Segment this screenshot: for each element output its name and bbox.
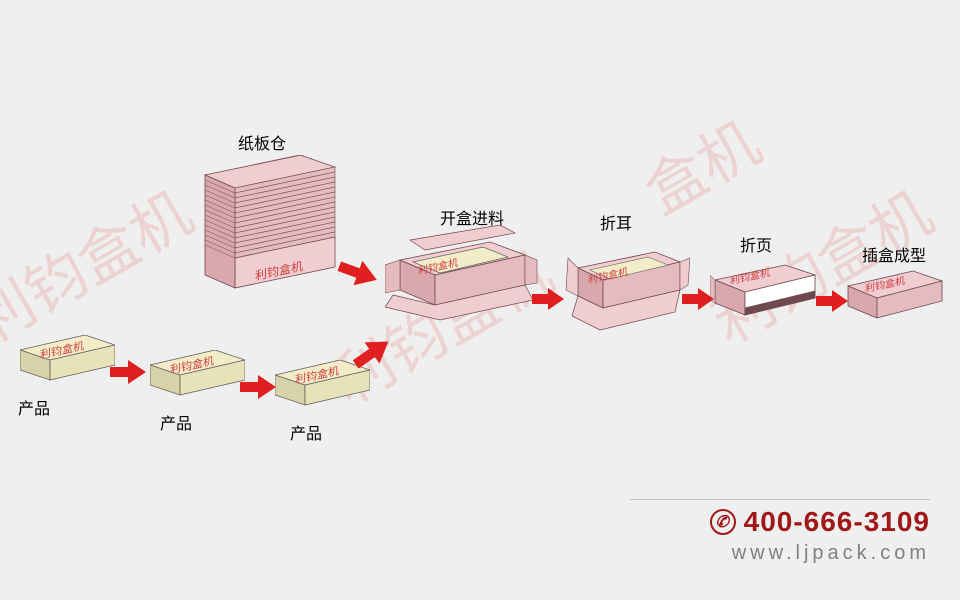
stage-label-cardboard: 纸板仓 — [238, 130, 286, 154]
flow-arrow — [240, 375, 276, 399]
flow-arrow — [532, 288, 564, 310]
open-feed-box — [385, 225, 540, 335]
stage-label-ear: 折耳 — [600, 210, 632, 234]
watermark: 盒机 — [626, 96, 773, 231]
flow-arrow — [110, 360, 146, 384]
stage-label-open: 开盒进料 — [440, 205, 504, 229]
flow-arrow — [682, 288, 714, 310]
stage-label-product-1: 产品 — [18, 395, 50, 419]
flow-arrow — [816, 290, 848, 312]
contact-divider — [630, 499, 930, 500]
website-url: www.ljpack.com — [710, 542, 930, 565]
phone-number: ✆ 400-666-3109 — [710, 506, 930, 538]
stage-label-product-3: 产品 — [290, 420, 322, 444]
contact-block: ✆ 400-666-3109 www.ljpack.com — [710, 506, 930, 565]
stage-label-product-2: 产品 — [160, 410, 192, 434]
phone-text: 400-666-3109 — [744, 506, 930, 538]
stage-label-page: 折页 — [740, 232, 772, 256]
fold-ear-box — [560, 240, 690, 335]
watermark: 利钧盒机 — [0, 166, 206, 361]
phone-icon: ✆ — [710, 509, 736, 535]
stage-label-final: 插盒成型 — [862, 242, 926, 266]
